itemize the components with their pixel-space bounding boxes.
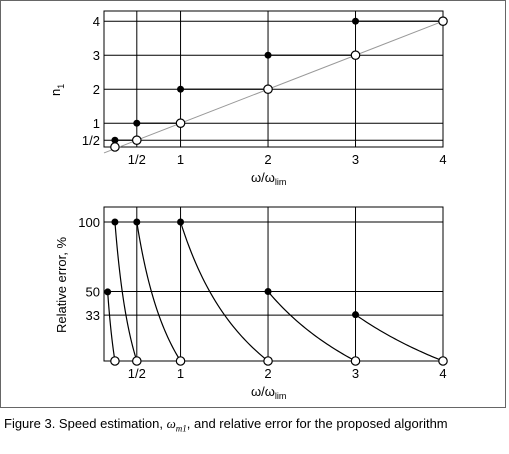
bottom-filled-point — [111, 218, 119, 226]
caption-prefix: Figure 3. Speed estimation, — [4, 416, 167, 431]
top-open-point — [175, 118, 186, 128]
top-open-point — [438, 16, 448, 26]
bottom-y-axis-label: Relative error, % — [54, 237, 69, 334]
bottom-filled-point — [264, 288, 272, 295]
bottom-plot-frame — [103, 206, 444, 362]
bottom-filled-point — [133, 218, 141, 226]
bottom-error-curve — [179, 221, 269, 362]
top-y-tick-label: 4 — [93, 14, 100, 29]
bottom-open-point — [438, 356, 448, 366]
bottom-marks — [104, 218, 448, 366]
top-open-point — [110, 142, 120, 152]
bottom-y-tick-label: 50 — [86, 285, 100, 300]
top-filled-point — [352, 17, 360, 25]
top-y-tick-labels: 1/2 1 2 3 4 — [82, 14, 100, 148]
top-open-point — [263, 84, 273, 94]
bottom-filled-point — [104, 288, 112, 296]
top-x-axis-label: ω/ωlim — [251, 170, 286, 187]
top-y-tick-label: 2 — [93, 82, 100, 97]
top-marks — [103, 16, 448, 154]
bottom-y-tick-label: 33 — [86, 308, 100, 323]
top-open-point — [132, 135, 142, 145]
bottom-x-tick-label: 4 — [439, 366, 446, 381]
top-chart: 1/2 1 2 3 4 1/2 1 2 3 4 ω/ωlim n1 — [48, 10, 448, 187]
top-filled-point — [177, 85, 185, 93]
bottom-x-axis-label: ω/ωlim — [251, 384, 286, 401]
bottom-error-curve — [136, 221, 182, 362]
top-y-tick-label: 1 — [93, 116, 100, 131]
bottom-y-tick-labels: 33 50 100 — [78, 215, 100, 323]
bottom-x-tick-label: 2 — [264, 366, 271, 381]
bottom-open-point — [110, 356, 120, 366]
figure-svg: 1/2 1 2 3 4 1/2 1 2 3 4 ω/ωlim n1 1/2 1 2 3 4 33 50 10… — [48, 10, 448, 401]
bottom-error-curve — [355, 314, 444, 362]
top-x-tick-label: 1/2 — [128, 152, 146, 167]
top-filled-point — [264, 51, 272, 59]
top-x-tick-label: 1 — [177, 152, 184, 167]
top-x-tick-label: 3 — [352, 152, 359, 167]
figure-caption: Figure 3. Speed estimation, ωm1, and rel… — [4, 416, 502, 437]
bottom-x-tick-label: 1 — [177, 366, 184, 381]
top-x-tick-label: 2 — [264, 152, 271, 167]
top-grid — [104, 11, 444, 147]
bottom-y-tick-label: 100 — [78, 215, 100, 230]
top-filled-point — [133, 119, 141, 127]
top-plot-frame — [103, 10, 444, 148]
caption-suffix: , and relative error for the proposed al… — [186, 416, 448, 431]
top-reference-line — [103, 20, 444, 154]
bottom-open-point — [263, 356, 273, 366]
bottom-x-tick-label: 1/2 — [128, 366, 146, 381]
bottom-error-curve — [114, 221, 138, 362]
top-x-tick-labels: 1/2 1 2 3 4 — [128, 152, 447, 167]
bottom-chart: 1/2 1 2 3 4 33 50 100 ω/ωlim Relative error, % — [54, 206, 448, 401]
bottom-x-tick-labels: 1/2 1 2 3 4 — [128, 366, 447, 381]
top-y-tick-label: 3 — [93, 48, 100, 63]
top-y-tick-label: 1/2 — [82, 133, 100, 148]
bottom-error-curve — [107, 291, 116, 362]
top-x-tick-label: 4 — [439, 152, 446, 167]
bottom-error-curve — [267, 291, 356, 362]
top-y-axis-label: n1 — [48, 84, 66, 96]
bottom-open-point — [350, 356, 361, 366]
top-open-point — [350, 50, 361, 60]
top-filled-point — [111, 136, 119, 144]
bottom-x-tick-label: 3 — [352, 366, 359, 381]
bottom-filled-point — [177, 218, 185, 226]
bottom-open-point — [175, 356, 186, 366]
figure-frame — [0, 0, 506, 408]
bottom-open-point — [132, 356, 142, 366]
bottom-filled-point — [352, 311, 360, 319]
caption-symbol: ωm1 — [166, 416, 187, 434]
